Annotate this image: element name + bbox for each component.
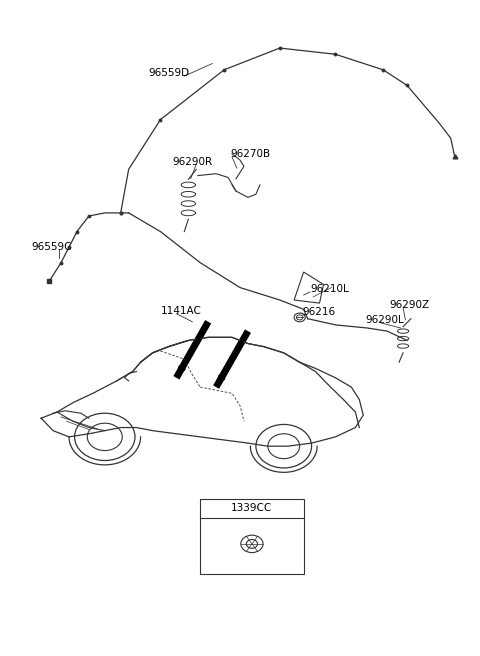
Circle shape [246,539,257,548]
Text: 96210L: 96210L [310,284,349,294]
Text: 96290L: 96290L [366,315,405,325]
Text: 1141AC: 1141AC [160,306,201,316]
Text: 1339CC: 1339CC [231,503,273,514]
Circle shape [297,315,303,320]
Text: 96216: 96216 [302,308,335,318]
Text: 96270B: 96270B [230,149,271,159]
Text: 96559C: 96559C [32,242,72,252]
Circle shape [241,535,263,552]
Text: 96290R: 96290R [172,157,213,167]
Polygon shape [141,339,200,362]
Circle shape [256,424,312,468]
Circle shape [87,423,122,451]
FancyBboxPatch shape [200,499,304,574]
Circle shape [294,313,305,322]
Circle shape [268,434,300,459]
Circle shape [74,413,135,461]
Text: 96290Z: 96290Z [390,300,430,310]
Text: 96559D: 96559D [148,68,190,78]
Polygon shape [294,272,324,303]
